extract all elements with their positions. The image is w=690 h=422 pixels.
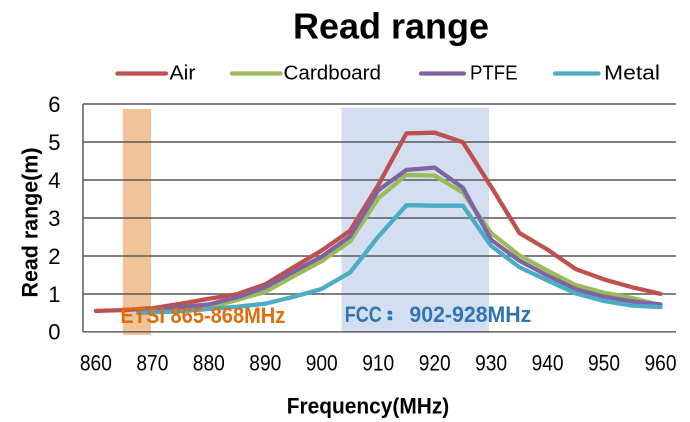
svg-text:3: 3 (48, 206, 60, 231)
svg-text:960: 960 (645, 351, 677, 376)
svg-text:FCC: FCC (345, 302, 382, 327)
svg-text:PTFE: PTFE (470, 63, 518, 85)
svg-text:920: 920 (419, 351, 451, 376)
svg-text:Read range(m): Read range(m) (18, 148, 43, 298)
svg-text:5: 5 (48, 130, 60, 155)
svg-text:1: 1 (48, 282, 60, 307)
svg-text:2: 2 (48, 244, 60, 269)
svg-text:Read range: Read range (293, 6, 489, 47)
svg-text:Frequency(MHz): Frequency(MHz) (287, 393, 450, 418)
svg-text:902-928MHz: 902-928MHz (409, 302, 531, 327)
svg-text:870: 870 (136, 351, 168, 376)
svg-text:910: 910 (362, 351, 394, 376)
svg-text:880: 880 (193, 351, 225, 376)
svg-text:890: 890 (249, 351, 281, 376)
svg-text:930: 930 (475, 351, 507, 376)
svg-text:900: 900 (306, 351, 338, 376)
svg-text:ETSI 865-868MHz: ETSI 865-868MHz (120, 303, 285, 328)
svg-text:6: 6 (48, 92, 60, 117)
svg-text:4: 4 (48, 168, 60, 193)
svg-text:Air: Air (170, 63, 196, 85)
svg-text:940: 940 (532, 351, 564, 376)
svg-text:950: 950 (588, 351, 620, 376)
svg-text:Metal: Metal (604, 63, 660, 85)
svg-text:0: 0 (48, 320, 60, 345)
svg-text:Cardboard: Cardboard (284, 63, 382, 85)
svg-text:860: 860 (80, 351, 112, 376)
